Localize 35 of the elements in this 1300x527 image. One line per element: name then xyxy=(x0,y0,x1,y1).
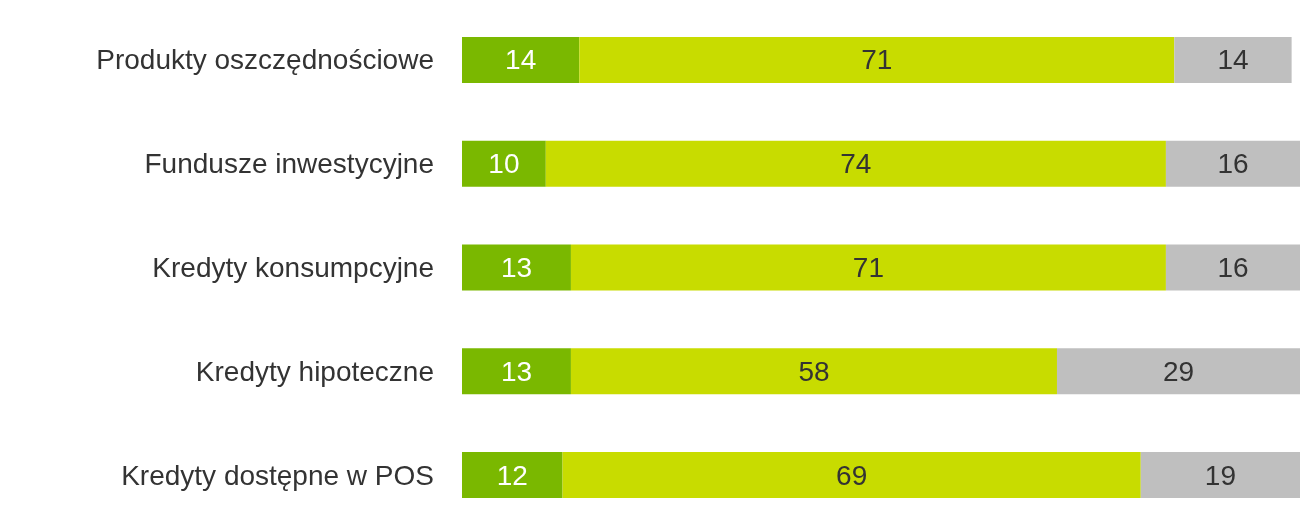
data-label: 58 xyxy=(798,355,830,387)
bar xyxy=(1165,244,1300,291)
bar xyxy=(570,244,1166,291)
y-tick-label: Kredyty dostępne w POS xyxy=(121,459,434,491)
data-label: 12 xyxy=(496,459,528,491)
data-label: 71 xyxy=(861,44,893,76)
data-label: 14 xyxy=(505,44,537,76)
y-tick-label: Fundusze inwestycyjne xyxy=(144,148,434,180)
data-label: 13 xyxy=(500,355,533,387)
data-label: 16 xyxy=(1217,148,1249,180)
bar xyxy=(462,36,580,83)
y-tick-label: Kredyty konsumpcyjne xyxy=(152,252,434,283)
data-label: 71 xyxy=(852,252,885,283)
data-label: 74 xyxy=(840,148,872,180)
data-label: 29 xyxy=(1162,355,1195,387)
bar xyxy=(1140,452,1300,499)
y-tick-label: Produkty oszczędnościowe xyxy=(96,44,434,76)
bar xyxy=(562,452,1141,499)
bar xyxy=(462,452,563,499)
bar xyxy=(1165,140,1300,187)
bar xyxy=(579,36,1175,83)
bar xyxy=(462,348,571,395)
bar xyxy=(1174,36,1292,83)
data-label: 69 xyxy=(836,459,868,491)
bar xyxy=(545,140,1166,187)
bar xyxy=(1056,348,1300,395)
data-label: 10 xyxy=(488,148,520,180)
data-label: 14 xyxy=(1217,44,1249,76)
data-label: 19 xyxy=(1204,459,1236,491)
data-label: 13 xyxy=(500,252,533,283)
bar xyxy=(462,140,546,187)
y-tick-label: Kredyty hipoteczne xyxy=(195,355,434,387)
bar xyxy=(570,348,1057,395)
data-label: 16 xyxy=(1217,252,1249,283)
bar xyxy=(462,244,571,291)
